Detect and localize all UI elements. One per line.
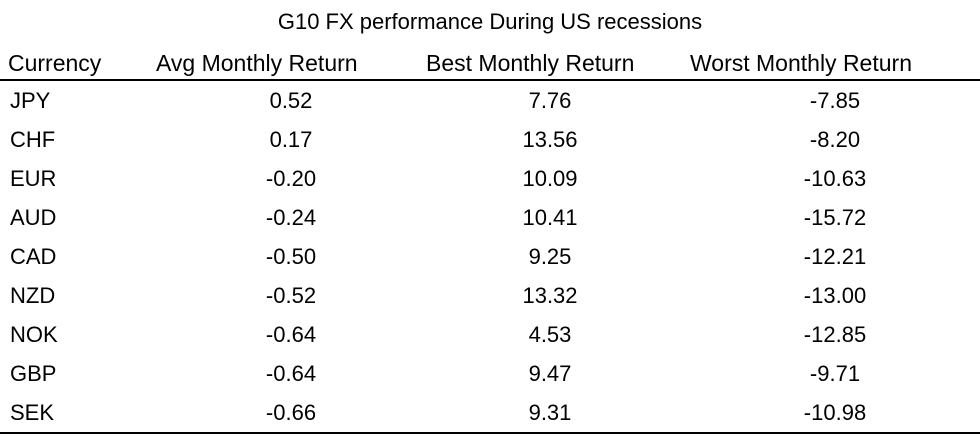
table-row: GBP -0.64 9.47 -9.71 bbox=[0, 355, 980, 394]
column-header-avg-monthly-return: Avg Monthly Return bbox=[156, 50, 358, 76]
best-monthly-return-cell: 10.09 bbox=[522, 166, 578, 191]
table-row: AUD -0.24 10.41 -15.72 bbox=[0, 199, 980, 238]
avg-monthly-return-cell: -0.64 bbox=[265, 322, 317, 347]
table-row: SEK -0.66 9.31 -10.98 bbox=[0, 394, 980, 433]
table-title: G10 FX performance During US recessions bbox=[277, 9, 703, 34]
best-monthly-return-cell: 9.31 bbox=[528, 400, 572, 425]
avg-monthly-return-cell: 0.17 bbox=[269, 127, 313, 152]
table-header-row: Currency Avg Monthly Return Best Monthly… bbox=[0, 45, 980, 81]
currency-cell: JPY bbox=[10, 88, 51, 113]
table-row: EUR -0.20 10.09 -10.63 bbox=[0, 160, 980, 199]
best-monthly-return-cell: 13.32 bbox=[522, 283, 578, 308]
best-monthly-return-cell: 7.76 bbox=[528, 88, 572, 113]
avg-monthly-return-cell: -0.66 bbox=[265, 400, 317, 425]
currency-cell: AUD bbox=[10, 205, 57, 230]
column-header-best-monthly-return: Best Monthly Return bbox=[426, 50, 635, 76]
worst-monthly-return-cell: -13.00 bbox=[803, 283, 867, 308]
best-monthly-return-cell: 9.47 bbox=[528, 361, 572, 386]
table-bottom-border bbox=[0, 432, 980, 434]
avg-monthly-return-cell: 0.52 bbox=[269, 88, 313, 113]
best-monthly-return-cell: 10.41 bbox=[522, 205, 578, 230]
column-header-currency: Currency bbox=[8, 50, 102, 76]
table-row: NZD -0.52 13.32 -13.00 bbox=[0, 277, 980, 316]
best-monthly-return-cell: 13.56 bbox=[522, 127, 578, 152]
currency-cell: GBP bbox=[10, 361, 57, 386]
avg-monthly-return-cell: -0.52 bbox=[265, 283, 317, 308]
worst-monthly-return-cell: -10.98 bbox=[803, 400, 867, 425]
worst-monthly-return-cell: -8.20 bbox=[809, 127, 861, 152]
currency-cell: CHF bbox=[10, 127, 56, 152]
worst-monthly-return-cell: -10.63 bbox=[803, 166, 867, 191]
worst-monthly-return-cell: -9.71 bbox=[809, 361, 861, 386]
avg-monthly-return-cell: -0.24 bbox=[265, 205, 317, 230]
currency-cell: NZD bbox=[10, 283, 56, 308]
currency-cell: CAD bbox=[10, 244, 57, 269]
worst-monthly-return-cell: -12.85 bbox=[803, 322, 867, 347]
currency-cell: SEK bbox=[10, 400, 55, 425]
currency-cell: NOK bbox=[10, 322, 58, 347]
table-row: CAD -0.50 9.25 -12.21 bbox=[0, 238, 980, 277]
worst-monthly-return-cell: -7.85 bbox=[809, 88, 861, 113]
table-row: CHF 0.17 13.56 -8.20 bbox=[0, 121, 980, 160]
worst-monthly-return-cell: -15.72 bbox=[803, 205, 867, 230]
avg-monthly-return-cell: -0.64 bbox=[265, 361, 317, 386]
avg-monthly-return-cell: -0.50 bbox=[265, 244, 317, 269]
column-header-worst-monthly-return: Worst Monthly Return bbox=[690, 50, 912, 76]
table-row: JPY 0.52 7.76 -7.85 bbox=[0, 82, 980, 121]
best-monthly-return-cell: 9.25 bbox=[528, 244, 572, 269]
worst-monthly-return-cell: -12.21 bbox=[803, 244, 867, 269]
table-row: NOK -0.64 4.53 -12.85 bbox=[0, 316, 980, 355]
avg-monthly-return-cell: -0.20 bbox=[265, 166, 317, 191]
best-monthly-return-cell: 4.53 bbox=[528, 322, 572, 347]
currency-cell: EUR bbox=[10, 166, 57, 191]
